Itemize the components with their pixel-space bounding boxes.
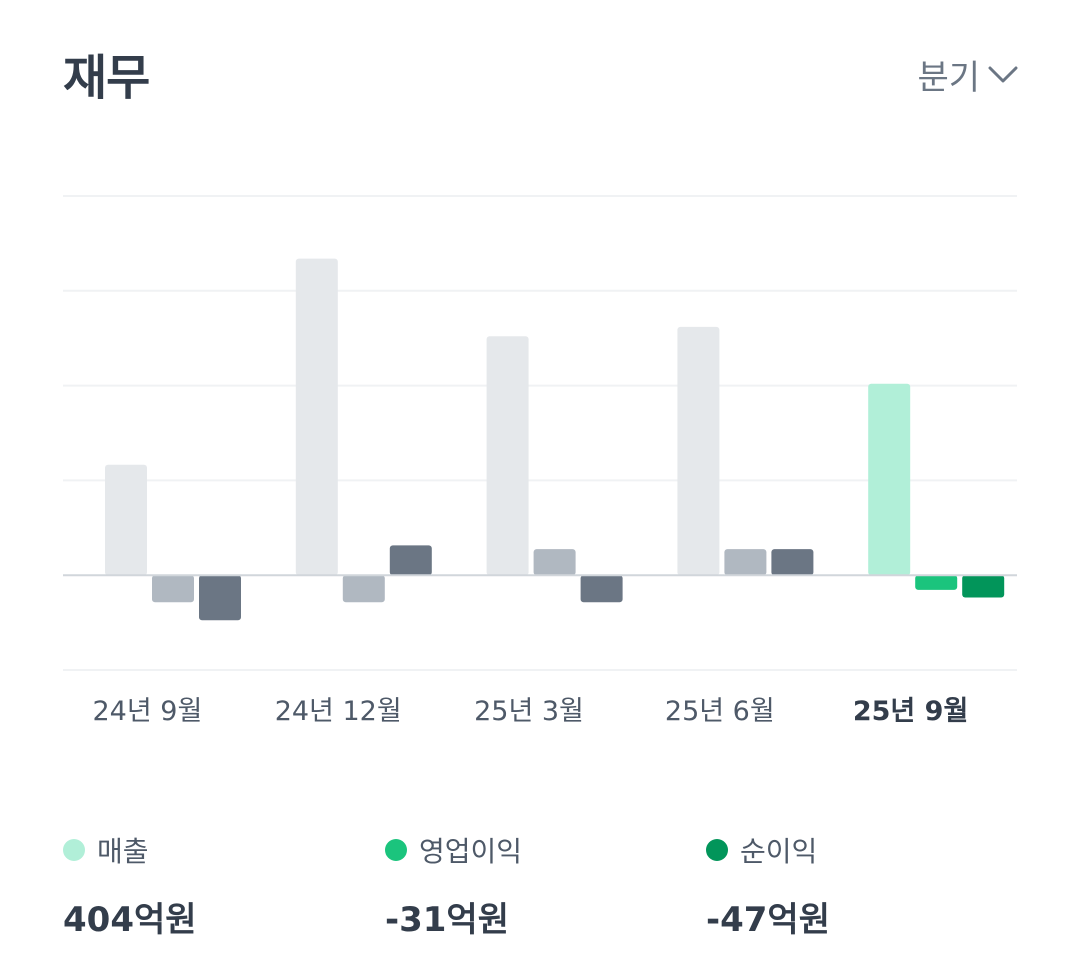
operating-profit-bar xyxy=(342,575,385,603)
net-profit-legend-dot xyxy=(706,839,728,861)
net-profit-legend-label: 순이익 xyxy=(740,835,818,868)
legend-revenue: 매출 404억원 xyxy=(63,830,197,941)
operating-profit-bar xyxy=(724,549,767,576)
financial-bar-chart: 24년 9월 24년 12월 25년 3월 25년 6월 25년 9월 xyxy=(63,195,1017,727)
net-profit-value: -47억원 xyxy=(706,900,830,940)
period-selector[interactable]: 분기 xyxy=(917,50,1018,99)
revenue-bar xyxy=(868,383,911,576)
legend-operating-profit: 영업이익 -31억원 xyxy=(385,830,522,941)
revenue-bar xyxy=(295,258,338,576)
x-tick-label: 24년 12월 xyxy=(275,696,402,727)
operating-profit-bar xyxy=(152,575,194,603)
x-tick-label: 24년 9월 xyxy=(92,696,202,727)
legend-net-profit: 순이익 -47억원 xyxy=(706,830,830,941)
net-profit-bar xyxy=(580,575,623,603)
revenue-legend-label: 매출 xyxy=(97,835,149,868)
operating-profit-legend-label: 영업이익 xyxy=(419,835,523,868)
revenue-bar xyxy=(486,336,529,576)
chevron-down-icon xyxy=(988,65,1018,85)
operating-profit-value: -31억원 xyxy=(385,900,509,940)
operating-profit-bar xyxy=(533,549,576,576)
revenue-bar xyxy=(105,464,147,576)
net-profit-bar xyxy=(199,575,241,621)
x-tick-label: 25년 6월 xyxy=(665,696,775,727)
x-tick-label: 25년 9월 xyxy=(853,696,968,727)
x-tick-label: 25년 3월 xyxy=(474,696,584,727)
operating-profit-legend-dot xyxy=(385,839,407,861)
net-profit-bar xyxy=(962,575,1005,598)
operating-profit-bar xyxy=(915,575,958,590)
net-profit-bar xyxy=(771,549,814,576)
net-profit-bar xyxy=(389,545,432,576)
revenue-value: 404억원 xyxy=(63,900,197,940)
section-title: 재무 xyxy=(63,50,150,106)
revenue-legend-dot xyxy=(63,839,85,861)
period-label: 분기 xyxy=(917,58,980,98)
revenue-bar xyxy=(677,326,720,576)
